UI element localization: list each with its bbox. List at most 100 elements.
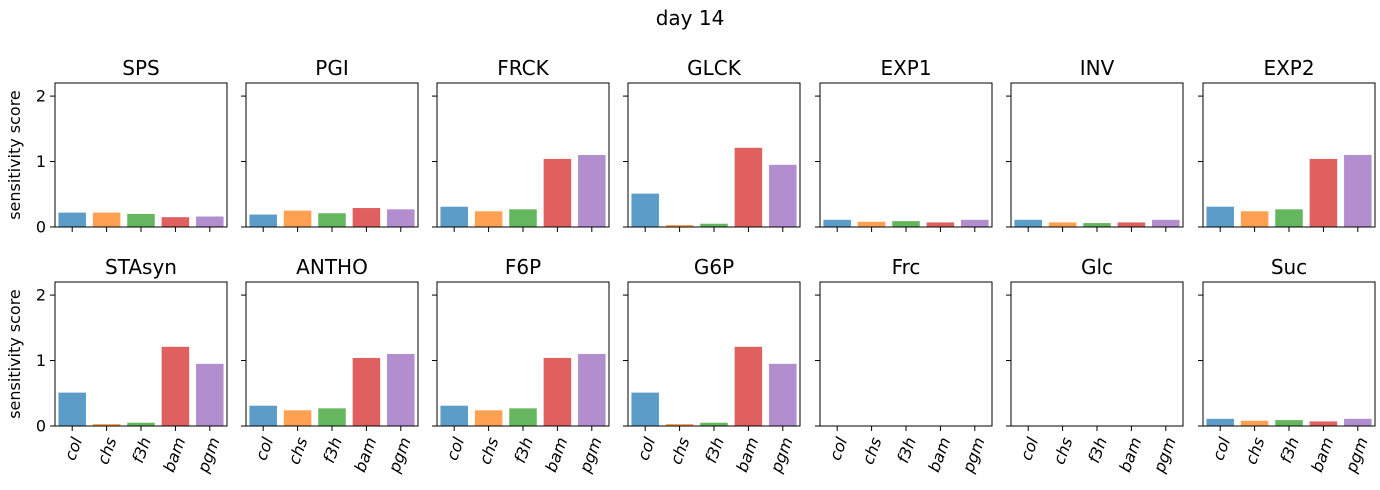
- x-tick-label: pgm: [958, 435, 988, 476]
- bar-col: [1014, 219, 1042, 227]
- bar-f3h: [127, 422, 155, 426]
- plot-frame: [1010, 82, 1184, 228]
- panel-pgi: PGI: [241, 56, 419, 232]
- x-tick-label: col: [251, 434, 277, 463]
- x-tick-label: f3h: [1084, 435, 1111, 466]
- bar-pgm: [387, 209, 415, 227]
- bar-pgm: [578, 155, 606, 227]
- x-tick-label: bam: [924, 435, 954, 475]
- bar-col: [631, 392, 659, 426]
- y-axis-label: sensitivity score: [5, 289, 24, 419]
- plot-frame: [436, 281, 610, 427]
- bar-chs: [1240, 420, 1269, 426]
- bar-chs: [1240, 211, 1269, 227]
- bar-col: [631, 193, 659, 227]
- bar-col: [249, 405, 277, 426]
- bar-col: [1206, 418, 1234, 426]
- plot-frame: [436, 82, 610, 228]
- plot-frame: [819, 281, 993, 427]
- bar-chs: [665, 225, 694, 227]
- plot-frame: [245, 82, 419, 228]
- bar-pgm: [1344, 418, 1372, 426]
- x-tick-label: pgm: [766, 435, 796, 476]
- bar-chs: [474, 211, 503, 227]
- bar-pgm: [387, 354, 415, 426]
- bar-pgm: [578, 354, 606, 426]
- x-tick-label: pgm: [193, 435, 223, 476]
- panel-title: Frc: [892, 255, 921, 279]
- x-tick-label: pgm: [384, 435, 414, 476]
- x-tick-label: col: [633, 434, 659, 463]
- plot-frame: [54, 82, 228, 228]
- panel-title: EXP2: [1263, 56, 1314, 80]
- bar-col: [58, 212, 86, 227]
- bar-col: [249, 214, 277, 227]
- bar-f3h: [700, 223, 728, 227]
- panel-antho: ANTHO col chs f3h bam pgm: [241, 255, 419, 476]
- x-tick-label: chs: [858, 435, 885, 467]
- panel-title: Suc: [1271, 255, 1307, 279]
- x-tick-label: chs: [284, 435, 311, 467]
- bar-bam: [161, 346, 190, 426]
- x-tick-label: col: [60, 434, 86, 463]
- x-tick-label: pgm: [1149, 435, 1179, 476]
- bar-pgm: [769, 363, 797, 426]
- panel-title: Glc: [1081, 255, 1113, 279]
- bar-pgm: [769, 164, 797, 227]
- bar-chs: [92, 212, 121, 227]
- bar-col: [1206, 206, 1234, 227]
- panel-title: ANTHO: [296, 255, 368, 279]
- x-tick-label: bam: [1115, 435, 1145, 475]
- bar-chs: [1048, 222, 1077, 227]
- x-tick-label: f3h: [510, 435, 537, 466]
- bar-col: [440, 405, 468, 426]
- bar-pgm: [1344, 155, 1372, 227]
- plot-frame: [1202, 281, 1376, 427]
- plot-frame: [245, 281, 419, 427]
- x-tick-label: bam: [541, 435, 571, 475]
- panel-frck: FRCK: [432, 56, 610, 232]
- bar-f3h: [1083, 223, 1111, 227]
- panel-stasyn: STAsyn col chs f3h bam pgm 0 1 2 sensitivity scor…: [5, 255, 228, 476]
- plot-frame: [1202, 82, 1376, 228]
- bar-bam: [734, 147, 763, 227]
- bar-bam: [161, 217, 190, 227]
- bar-pgm: [196, 363, 224, 426]
- y-tick-label: 0: [36, 417, 46, 436]
- bar-bam: [1309, 421, 1338, 426]
- bar-f3h: [318, 213, 346, 227]
- x-tick-label: f3h: [1276, 435, 1303, 466]
- bar-f3h: [1275, 209, 1303, 227]
- panel-glck: GLCK: [623, 56, 801, 232]
- y-axis-label: sensitivity score: [5, 90, 24, 220]
- figure-title: day 14: [656, 6, 725, 30]
- y-tick-label: 1: [36, 152, 46, 171]
- x-tick-label: col: [825, 434, 851, 463]
- x-tick-label: f3h: [893, 435, 920, 466]
- x-tick-label: chs: [93, 435, 120, 467]
- x-tick-label: f3h: [701, 435, 728, 466]
- y-tick-label: 2: [36, 286, 46, 305]
- bar-bam: [352, 208, 381, 227]
- panel-glc: Glc col chs f3h bam pgm: [1006, 255, 1184, 476]
- x-tick-label: f3h: [319, 435, 346, 466]
- panel-title: GLCK: [687, 56, 742, 80]
- plot-frame: [627, 281, 801, 427]
- panel-frc: Frc col chs f3h bam pgm: [815, 255, 993, 476]
- x-tick-label: col: [1016, 434, 1042, 463]
- bar-col: [823, 219, 851, 227]
- bar-chs: [92, 424, 121, 426]
- bar-pgm: [1152, 219, 1180, 227]
- x-tick-label: chs: [475, 435, 502, 467]
- panel-title: FRCK: [497, 56, 549, 80]
- bar-bam: [1117, 222, 1146, 227]
- x-tick-label: col: [442, 434, 468, 463]
- bar-f3h: [318, 408, 346, 426]
- panel-exp1: EXP1: [815, 56, 993, 232]
- bar-f3h: [127, 213, 155, 227]
- panel-exp2: EXP2: [1198, 56, 1376, 232]
- x-tick-label: f3h: [128, 435, 155, 466]
- y-tick-label: 0: [36, 218, 46, 237]
- x-tick-label: bam: [732, 435, 762, 475]
